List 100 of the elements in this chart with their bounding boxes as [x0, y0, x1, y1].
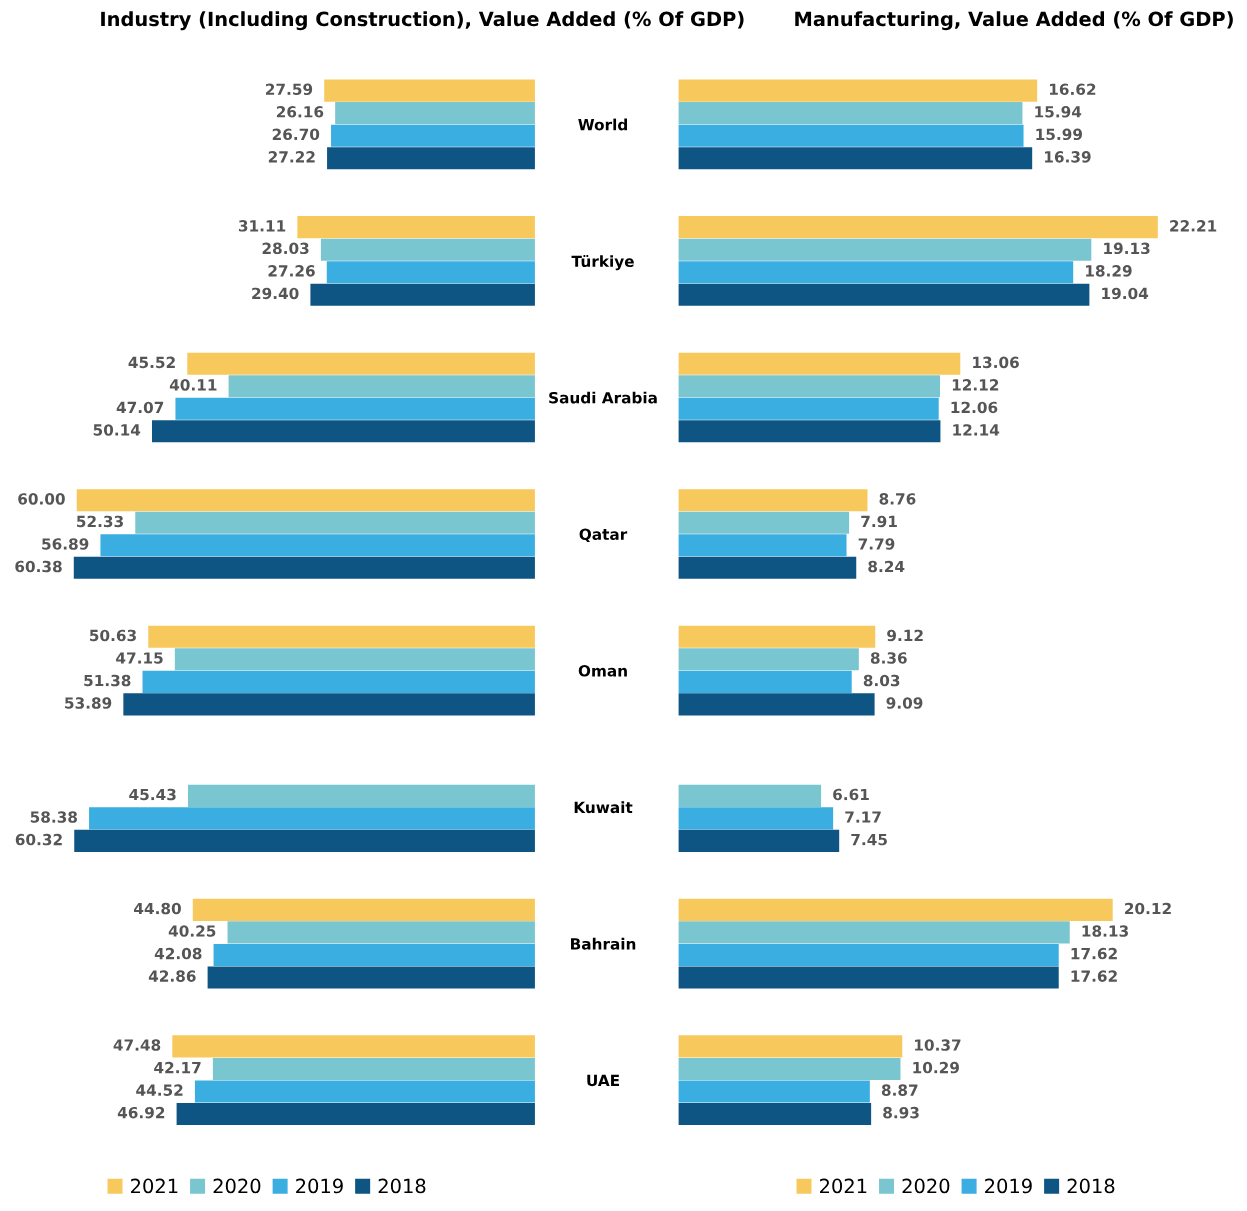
y-tick-label: Oman	[578, 665, 627, 677]
data-label: 7.45	[851, 833, 887, 846]
y-tick-label: UAE	[587, 1074, 619, 1087]
bar	[678, 352, 961, 375]
data-label: 40.11	[169, 379, 217, 391]
bar	[320, 238, 535, 261]
bar	[207, 966, 535, 989]
data-label: 45.52	[128, 356, 175, 369]
data-label: 7.17	[845, 811, 881, 823]
bar	[678, 1102, 872, 1126]
legend-label: 2020	[213, 1178, 261, 1194]
bar	[678, 921, 1070, 944]
bar	[74, 829, 535, 852]
data-label: 53.89	[65, 697, 112, 709]
y-tick-label: Bahrain	[571, 937, 636, 950]
data-label: 8.76	[879, 493, 916, 505]
bar	[678, 397, 939, 420]
bar	[678, 124, 1024, 147]
bar	[678, 1035, 903, 1058]
legend-label: 2021	[131, 1178, 178, 1194]
bar	[148, 625, 535, 648]
bar	[678, 102, 1023, 125]
legend-label: 2018	[1067, 1178, 1115, 1194]
bar	[213, 943, 535, 966]
bar	[89, 807, 535, 830]
bar	[678, 216, 1158, 239]
data-label: 47.48	[113, 1039, 161, 1051]
data-label: 50.63	[90, 629, 136, 642]
data-label: 42.86	[148, 970, 196, 982]
y-tick-label: Saudi Arabia	[549, 391, 657, 404]
data-label: 9.12	[887, 629, 923, 642]
data-label: 9.09	[886, 697, 923, 709]
chart-title: Manufacturing, Value Added (% Of GDP)	[795, 11, 1233, 31]
data-label: 7.91	[861, 515, 897, 528]
data-label: 44.52	[136, 1084, 183, 1096]
bar	[678, 1057, 901, 1080]
data-label: 42.08	[154, 947, 202, 960]
data-label: 60.00	[18, 493, 65, 505]
data-label: 12.12	[952, 379, 999, 391]
data-label: 58.38	[30, 811, 78, 823]
bar	[678, 898, 1113, 921]
data-label: 8.24	[868, 560, 905, 573]
data-label: 22.21	[1170, 220, 1217, 232]
bar	[172, 1035, 535, 1058]
bar	[227, 921, 535, 944]
bar	[678, 648, 859, 671]
legend-label: 2020	[902, 1178, 950, 1194]
data-label: 10.29	[913, 1061, 959, 1074]
bar	[678, 375, 940, 398]
bar	[194, 1080, 535, 1103]
bar	[192, 898, 535, 921]
data-label: 26.70	[272, 128, 320, 141]
bar	[678, 943, 1059, 966]
data-label: 7.79	[858, 538, 895, 550]
data-label: 27.26	[268, 265, 315, 277]
bar	[678, 420, 941, 443]
data-label: 31.11	[238, 220, 286, 232]
bar	[678, 238, 1092, 261]
data-label: 18.13	[1082, 925, 1128, 937]
legend-label: 2021	[820, 1178, 867, 1194]
data-label: 17.62	[1071, 947, 1117, 960]
data-label: 51.38	[84, 674, 131, 687]
data-label: 45.43	[129, 788, 176, 801]
data-label: 19.13	[1104, 242, 1150, 255]
data-label: 12.14	[953, 424, 1000, 436]
bar	[678, 693, 875, 716]
bar	[327, 147, 535, 170]
data-label: 19.04	[1102, 287, 1149, 300]
bar	[152, 420, 535, 443]
bar	[174, 648, 535, 671]
data-label: 10.37	[915, 1039, 961, 1051]
data-label: 56.89	[42, 538, 89, 550]
data-label: 27.22	[268, 151, 315, 163]
bar	[678, 489, 868, 512]
data-label: 60.38	[15, 560, 62, 573]
data-label: 16.39	[1045, 151, 1091, 163]
data-label: 52.33	[77, 515, 123, 528]
bar	[175, 397, 535, 420]
legend-label: 2019	[296, 1178, 343, 1194]
bar	[123, 693, 535, 716]
bar	[678, 147, 1033, 170]
bar	[678, 829, 840, 852]
data-label: 28.03	[262, 242, 309, 255]
data-label: 6.61	[833, 788, 869, 801]
bar	[187, 784, 535, 807]
bar	[297, 216, 535, 239]
bar	[678, 283, 1090, 306]
bar	[678, 784, 822, 807]
bar	[678, 625, 876, 648]
bar	[678, 261, 1074, 284]
data-label: 40.25	[168, 925, 216, 937]
data-label: 13.06	[973, 356, 1019, 369]
bar	[678, 511, 850, 534]
bar	[73, 556, 535, 579]
bar	[331, 124, 535, 147]
data-label: 26.16	[276, 106, 324, 118]
bar	[76, 489, 535, 512]
data-label: 47.15	[116, 652, 163, 664]
bar	[135, 511, 535, 534]
y-tick-label: Kuwait	[574, 801, 633, 814]
